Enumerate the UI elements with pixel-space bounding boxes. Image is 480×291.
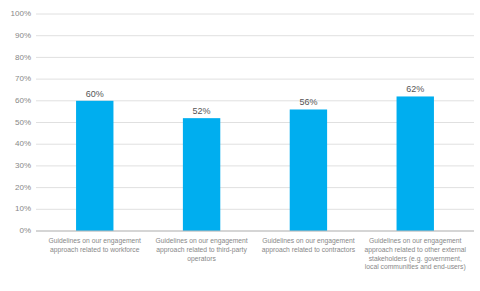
y-tick-label: 10%: [15, 204, 31, 213]
data-label: 62%: [406, 84, 424, 94]
y-tick-label: 40%: [15, 139, 31, 148]
bar: [76, 101, 113, 231]
x-tick-label: Guidelines on our engagementapproach rel…: [49, 237, 141, 254]
grid-line: [36, 14, 474, 15]
y-tick-label: 70%: [15, 74, 31, 83]
grid-line: [36, 35, 474, 36]
y-tick-label: 90%: [15, 31, 31, 40]
grid-line: [36, 57, 474, 58]
grid-line: [36, 231, 474, 232]
y-tick-label: 50%: [15, 118, 31, 127]
bar: [397, 96, 434, 231]
y-tick-label: 30%: [15, 161, 31, 170]
x-axis-line: [36, 231, 474, 232]
y-tick-label: 20%: [15, 183, 31, 192]
bar: [183, 118, 220, 231]
x-tick-label: Guidelines on our engagementapproach rel…: [365, 237, 467, 271]
grid-line: [36, 79, 474, 80]
x-tick-label: Guidelines on our engagementapproach rel…: [155, 237, 247, 263]
x-tick-label: Guidelines on our engagementapproach rel…: [262, 237, 356, 254]
y-tick-label: 60%: [15, 96, 31, 105]
y-tick-label: 80%: [15, 53, 31, 62]
y-tick-label: 100%: [11, 9, 31, 18]
data-label: 60%: [86, 89, 104, 99]
bars: [76, 96, 434, 231]
bar: [290, 109, 327, 231]
data-label: 52%: [193, 106, 211, 116]
background: [0, 0, 480, 291]
y-tick-label: 0%: [19, 226, 31, 235]
data-label: 56%: [299, 97, 317, 107]
chart: 0% 10% 20% 30% 40% 50% 60% 70% 80% 90% 100% 60% 52% 5…: [0, 0, 480, 291]
